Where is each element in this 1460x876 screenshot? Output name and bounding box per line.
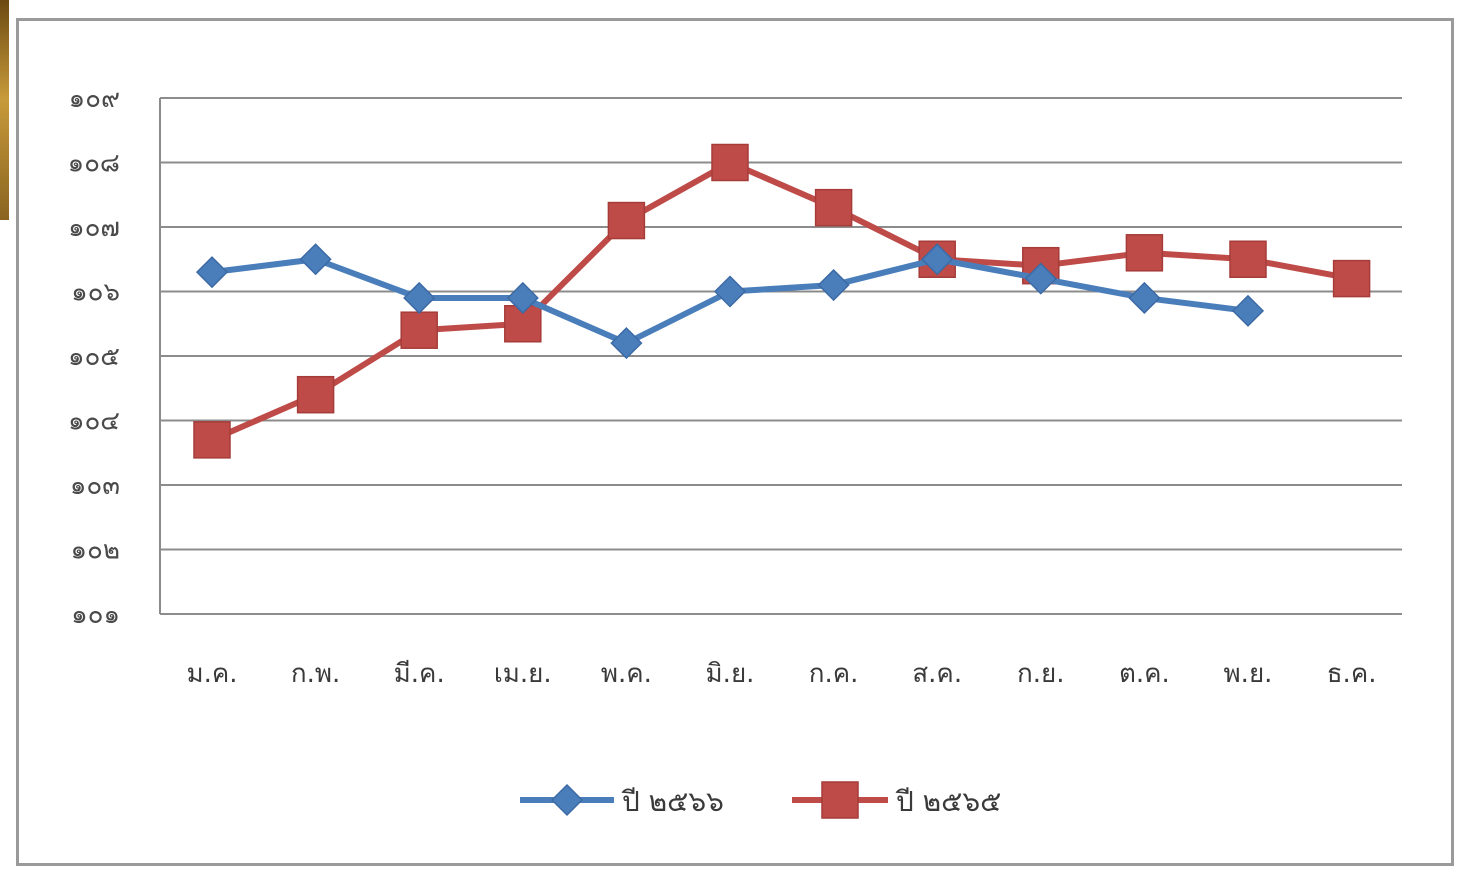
x-tick-label: ก.ย. bbox=[1017, 659, 1065, 689]
x-tick-label: พ.ย. bbox=[1224, 659, 1273, 689]
x-tick-label: ต.ค. bbox=[1119, 659, 1170, 689]
y-tick-label: ๑๐๖ bbox=[71, 278, 120, 308]
x-tick-label: ส.ค. bbox=[912, 659, 962, 689]
data-point bbox=[193, 421, 231, 459]
x-tick-label: ก.พ. bbox=[291, 659, 340, 689]
data-point bbox=[1024, 262, 1057, 295]
y-tick-label: ๑๐๕ bbox=[68, 342, 120, 372]
y-tick-label: ๑๐๒ bbox=[70, 536, 120, 566]
data-point bbox=[506, 281, 539, 315]
x-tick-label: เม.ย. bbox=[494, 659, 552, 689]
legend: ปี ๒๕๖๖ ปี ๒๕๖๕ bbox=[520, 781, 1001, 819]
y-tick-label: ๑๐๘ bbox=[68, 149, 120, 179]
data-point bbox=[1231, 294, 1265, 327]
data-point bbox=[607, 201, 646, 240]
background-sliver bbox=[0, 0, 9, 220]
y-tick-label: ๑๐๑ bbox=[71, 600, 120, 630]
legend-label: ปี ๒๕๖๕ bbox=[895, 785, 1001, 818]
data-point bbox=[817, 268, 850, 302]
x-axis: ม.ค. ก.พ. มี.ค. เม.ย. พ.ค. มิ.ย. ก.ค. ส.ค. ก.ย. ต… bbox=[186, 659, 1376, 689]
legend-label: ปี ๒๕๖๖ bbox=[621, 785, 724, 818]
data-point bbox=[814, 188, 853, 227]
data-point bbox=[713, 275, 747, 308]
data-point bbox=[610, 327, 643, 360]
data-point bbox=[1128, 281, 1161, 315]
series-group bbox=[193, 143, 1371, 459]
data-point bbox=[1229, 240, 1267, 278]
x-tick-label: มี.ค. bbox=[394, 659, 445, 689]
data-point bbox=[921, 243, 954, 276]
data-point bbox=[1332, 259, 1371, 298]
data-point bbox=[711, 143, 749, 182]
x-tick-label: ธ.ค. bbox=[1327, 659, 1377, 689]
y-tick-label: ๑๐๙ bbox=[69, 84, 120, 114]
legend-item: ปี ๒๕๖๕ bbox=[792, 781, 1001, 819]
data-point bbox=[296, 375, 335, 414]
x-tick-label: พ.ค. bbox=[601, 659, 652, 689]
y-tick-label: ๑๐๔ bbox=[68, 407, 120, 437]
y-axis: ๑๐๑ ๑๐๒ ๑๐๓ ๑๐๔ ๑๐๕ ๑๐๖ ๑๐๗ ๑๐๘ ๑๐๙ bbox=[68, 84, 161, 630]
y-tick-label: ๑๐๓ bbox=[70, 471, 120, 501]
legend-item: ปี ๒๕๖๖ bbox=[520, 783, 724, 818]
data-point bbox=[403, 281, 436, 315]
x-tick-label: ม.ค. bbox=[186, 659, 237, 689]
x-tick-label: มิ.ย. bbox=[706, 659, 755, 689]
data-point bbox=[299, 243, 332, 276]
gridlines bbox=[160, 97, 1402, 615]
legend-marker bbox=[550, 783, 584, 817]
series-blue bbox=[195, 243, 1265, 360]
data-point bbox=[400, 311, 438, 349]
x-tick-label: ก.ค. bbox=[809, 659, 859, 689]
data-point bbox=[1125, 234, 1164, 272]
y-tick-label: ๑๐๗ bbox=[68, 213, 120, 243]
data-point bbox=[195, 256, 229, 289]
series-red bbox=[193, 143, 1371, 459]
legend-marker bbox=[821, 781, 859, 819]
